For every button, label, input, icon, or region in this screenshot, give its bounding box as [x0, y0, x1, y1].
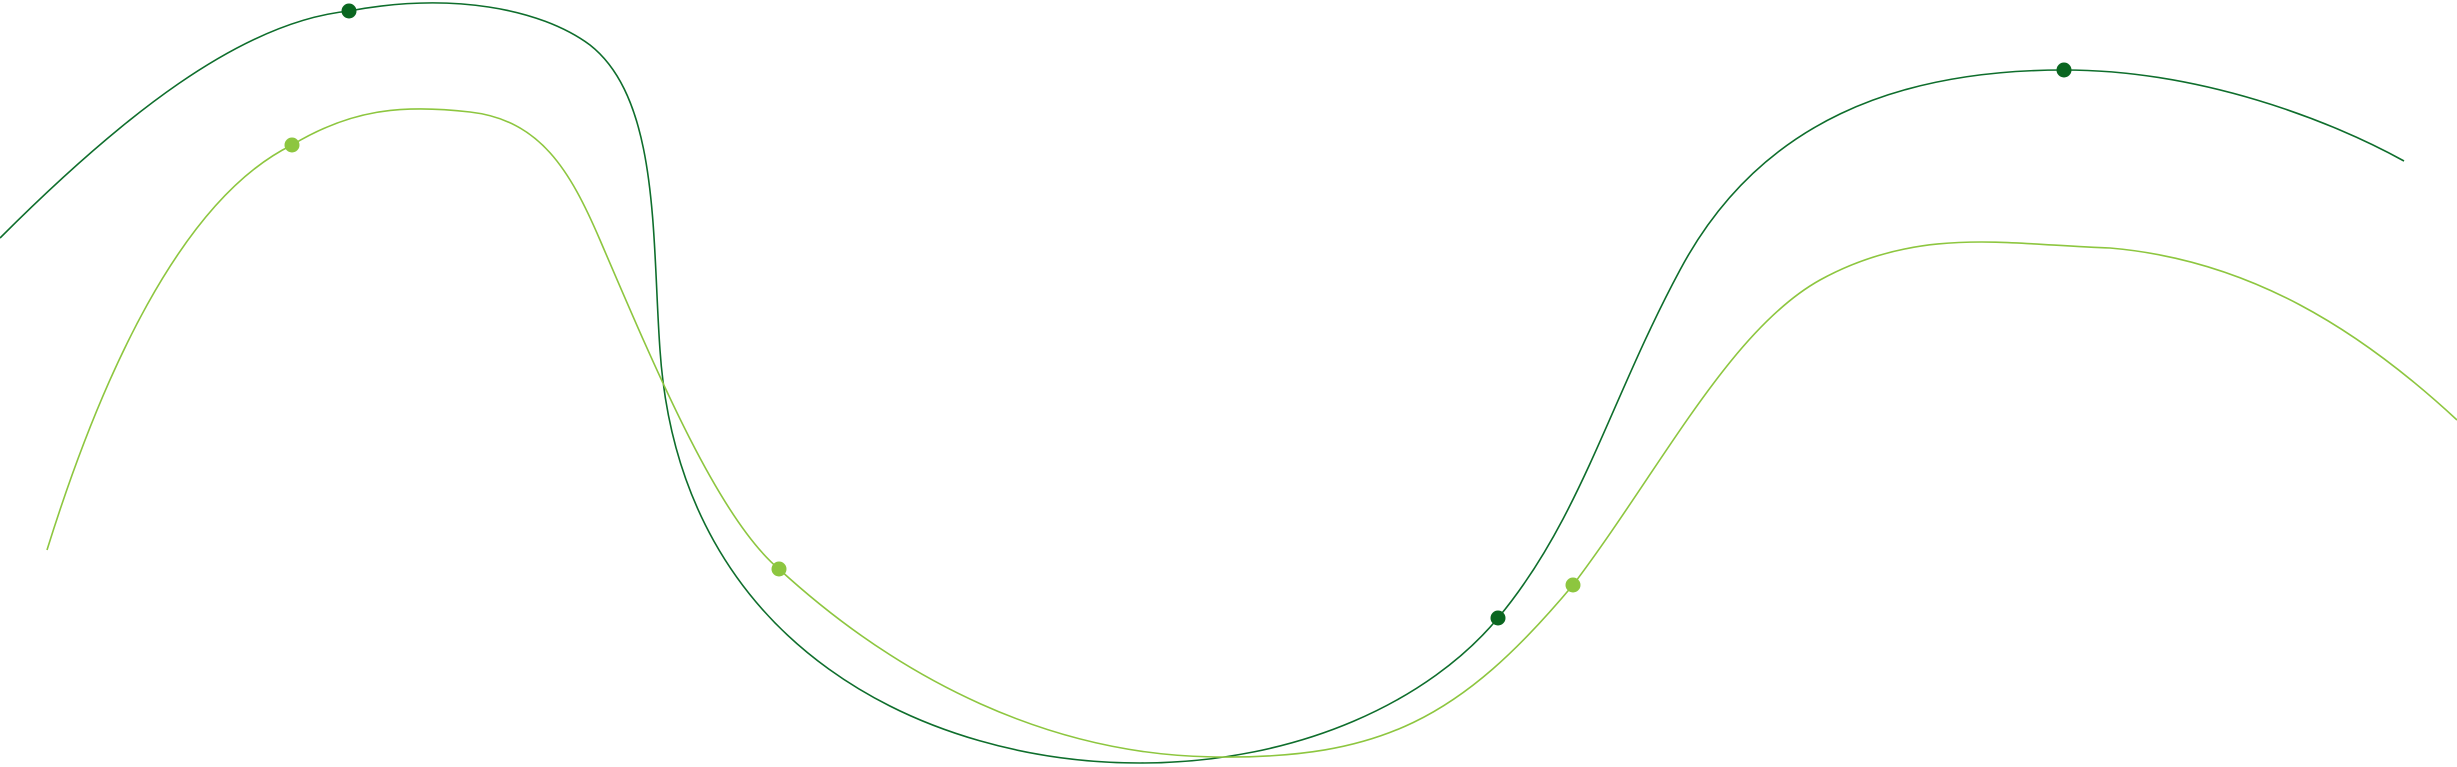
dark-green-marker-3 [2056, 62, 2072, 78]
dark-green-wave [0, 2, 2405, 764]
light-green-marker-3 [1565, 577, 1581, 593]
light-green-wave [46, 108, 2457, 758]
dark-green-marker-2 [1490, 610, 1506, 626]
light-green-marker-1 [284, 137, 300, 153]
dark-green-marker-1 [341, 3, 357, 19]
light-green-marker-2 [771, 561, 787, 577]
